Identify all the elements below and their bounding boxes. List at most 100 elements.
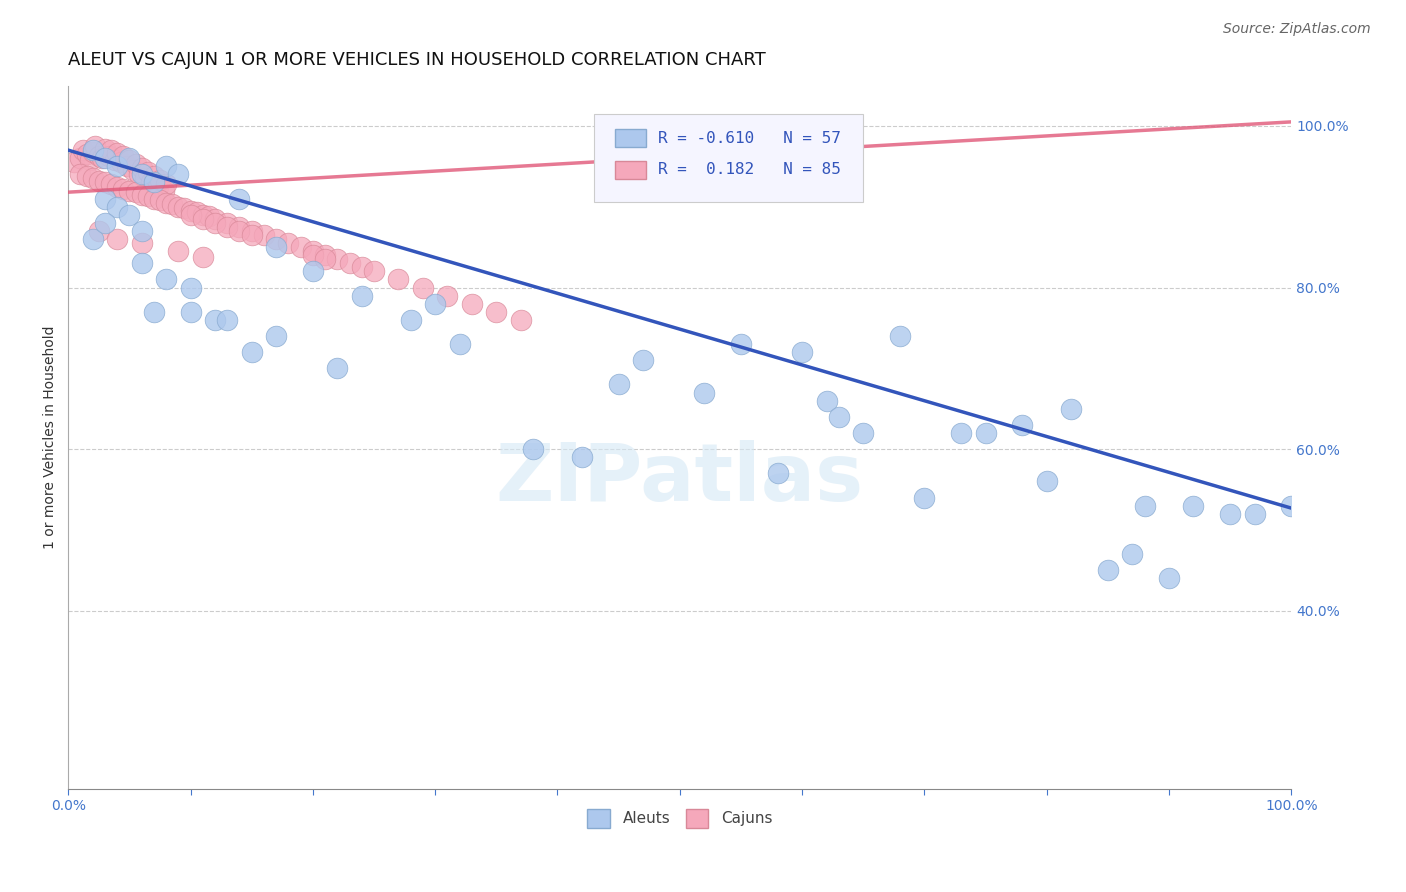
Point — [131, 187, 153, 202]
Point — [693, 385, 716, 400]
Point — [326, 361, 349, 376]
Point — [82, 171, 104, 186]
Point — [105, 200, 128, 214]
Point — [94, 192, 117, 206]
Point — [167, 244, 190, 259]
Point — [363, 264, 385, 278]
Point — [828, 409, 851, 424]
Point — [180, 280, 202, 294]
Point — [152, 184, 174, 198]
Point — [180, 208, 202, 222]
Point — [1121, 547, 1143, 561]
Point — [277, 236, 299, 251]
Point — [889, 329, 911, 343]
Point — [607, 377, 630, 392]
Point — [191, 250, 214, 264]
Point — [264, 329, 287, 343]
Point — [105, 232, 128, 246]
Point — [1157, 571, 1180, 585]
Point — [115, 159, 138, 173]
Point — [449, 337, 471, 351]
Point — [950, 425, 973, 440]
Bar — [614, 161, 645, 178]
Point — [167, 168, 190, 182]
Point — [180, 305, 202, 319]
Point — [94, 142, 117, 156]
Point — [82, 145, 104, 159]
Point — [128, 168, 150, 182]
Point — [87, 149, 110, 163]
Point — [461, 296, 484, 310]
Point — [180, 203, 202, 218]
Point — [217, 216, 239, 230]
Point — [571, 450, 593, 465]
Point — [69, 168, 91, 182]
Point — [155, 159, 177, 173]
Point — [852, 425, 875, 440]
Point — [1243, 507, 1265, 521]
Point — [302, 244, 325, 259]
Point — [136, 189, 159, 203]
Point — [1279, 499, 1302, 513]
Text: R = -0.610   N = 57: R = -0.610 N = 57 — [658, 131, 841, 145]
Point — [264, 240, 287, 254]
Point — [790, 345, 813, 359]
Point — [730, 337, 752, 351]
Point — [87, 224, 110, 238]
Point — [131, 256, 153, 270]
Point — [302, 248, 325, 262]
Legend: Aleuts, Cajuns: Aleuts, Cajuns — [581, 803, 779, 834]
Point — [142, 305, 165, 319]
Point — [191, 211, 214, 226]
Bar — [614, 129, 645, 147]
Point — [155, 272, 177, 286]
Point — [974, 425, 997, 440]
Point — [1060, 401, 1083, 416]
Point — [264, 232, 287, 246]
Point — [105, 146, 128, 161]
Point — [412, 280, 434, 294]
Point — [84, 139, 107, 153]
Point — [766, 467, 789, 481]
Point — [94, 176, 117, 190]
Point — [1035, 475, 1057, 489]
Y-axis label: 1 or more Vehicles in Household: 1 or more Vehicles in Household — [44, 326, 58, 549]
Text: ZIPatlas: ZIPatlas — [496, 440, 863, 518]
Point — [1219, 507, 1241, 521]
Point — [100, 177, 122, 191]
Point — [76, 169, 98, 183]
Point — [425, 296, 447, 310]
Point — [82, 143, 104, 157]
Point — [240, 227, 263, 242]
Point — [160, 197, 183, 211]
Point — [228, 192, 250, 206]
Point — [118, 153, 141, 167]
Point — [91, 151, 114, 165]
Point — [253, 227, 276, 242]
Point — [112, 182, 135, 196]
Point — [314, 248, 336, 262]
Point — [82, 232, 104, 246]
Point — [815, 393, 838, 408]
Point — [118, 151, 141, 165]
Point — [240, 345, 263, 359]
Point — [131, 236, 153, 251]
Point — [149, 194, 172, 208]
Point — [1182, 499, 1205, 513]
Point — [122, 163, 145, 178]
Point — [186, 205, 208, 219]
Point — [100, 143, 122, 157]
Point — [1011, 417, 1033, 432]
Point — [149, 173, 172, 187]
Point — [631, 353, 654, 368]
Text: ALEUT VS CAJUN 1 OR MORE VEHICLES IN HOUSEHOLD CORRELATION CHART: ALEUT VS CAJUN 1 OR MORE VEHICLES IN HOU… — [69, 51, 766, 69]
Point — [97, 149, 120, 163]
Point — [112, 149, 135, 163]
Text: Source: ZipAtlas.com: Source: ZipAtlas.com — [1223, 22, 1371, 37]
Point — [124, 185, 146, 199]
FancyBboxPatch shape — [595, 113, 863, 202]
Point — [105, 159, 128, 173]
Point — [131, 168, 153, 182]
Point — [167, 200, 190, 214]
Point — [134, 171, 156, 186]
